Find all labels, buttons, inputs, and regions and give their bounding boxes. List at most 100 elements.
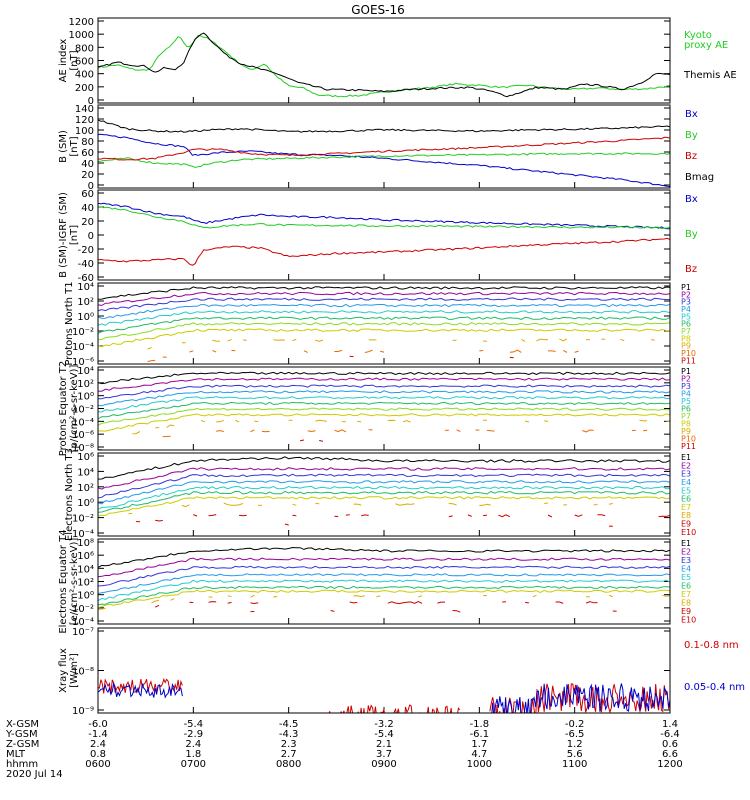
y-tick-label: -20 [78, 245, 94, 256]
channel-line-e9 [598, 515, 606, 516]
channel-line-e8 [533, 595, 537, 597]
channel-line-p10 [365, 350, 373, 352]
channel-line-e9 [437, 602, 445, 603]
y-tick-label: 10⁻² [72, 327, 94, 338]
channel-line-e9 [155, 605, 159, 607]
channel-line-e9 [498, 515, 509, 517]
y-tick-label: 60 [81, 189, 94, 200]
channel-line-p10 [457, 430, 461, 432]
channel-line-p9 [651, 340, 655, 341]
figure-title: GOES-16 [351, 3, 405, 17]
channel-line-e8 [609, 595, 613, 596]
channel-line-p10 [190, 351, 194, 352]
channel-line-p10 [334, 350, 342, 351]
channel-line-p10 [582, 430, 593, 432]
channel-line-p10 [643, 430, 647, 431]
panel-8: 10⁻⁷10⁻⁸10⁻⁹Xray flux[W/m²]0.1-0.8 nm0.0… [58, 627, 745, 729]
channel-line-e8 [662, 595, 670, 596]
channel-line-p9 [544, 421, 548, 422]
y-axis-label-unit: [e/(cm²-s-sr-keV)] [69, 538, 80, 626]
channel-line-p7 [98, 323, 670, 340]
channel-line-e9 [228, 602, 232, 603]
series-line-bx [98, 203, 670, 229]
channel-line-p9 [273, 340, 285, 341]
date-label: 2020 Jul 14 [6, 769, 63, 780]
y-axis-label-unit: [nT] [69, 50, 80, 70]
legend-entry: Bmag [685, 172, 714, 183]
legend-entry: By [685, 130, 698, 141]
channel-line-p8 [98, 414, 670, 431]
channel-line-e8 [418, 596, 422, 597]
y-axis-label-line: Protons Equator T2 [58, 361, 69, 457]
channel-line-e9 [209, 602, 217, 603]
channel-line-p10 [251, 430, 255, 432]
channel-line-e9 [350, 602, 358, 603]
legend-entry: Themis AE [683, 70, 737, 81]
panel-3: 6040200-20-40-60B (SM)-IGRF (SM)[nT]BxBy… [58, 189, 698, 284]
channel-line-e9 [449, 516, 453, 517]
x-axis-value: 0700 [181, 759, 206, 770]
channel-line-e8 [609, 504, 613, 505]
channel-line-e9 [193, 515, 197, 517]
channel-line-p9 [537, 339, 549, 341]
channel-line-e9 [659, 516, 670, 517]
panel-data [98, 548, 670, 613]
y-axis-label-line: Electrons Equator T4 [58, 529, 69, 633]
y-tick-label: 1200 [69, 17, 94, 28]
y-tick-label: 10⁻⁹ [72, 706, 94, 717]
y-axis-label-unit: [nT] [69, 136, 80, 156]
channel-line-e9 [155, 520, 163, 521]
x-axis-value: 0800 [276, 759, 301, 770]
y-tick-label: 10⁴ [77, 282, 94, 293]
panel-4: 10⁴10²10⁰10⁻²10⁻⁴10⁻⁶Protons North T1 P1P… [64, 281, 696, 372]
channel-line-p10 [262, 431, 270, 432]
y-tick-label: 10⁰ [77, 498, 94, 509]
channel-line-e9 [575, 515, 583, 517]
channel-line-p11 [300, 440, 304, 441]
channel-line-p9 [132, 432, 140, 434]
y-tick-label: 60 [81, 148, 94, 159]
channel-line-e1 [98, 548, 670, 568]
channel-line-e8 [395, 504, 414, 506]
channel-line-e8 [151, 600, 159, 603]
series-line-kyoto-proxy-ae [98, 35, 670, 97]
panel-frame [98, 367, 670, 450]
y-tick-label: 140 [75, 104, 94, 115]
series-line-by [98, 153, 670, 168]
legend-entry: 0.05-0.4 nm [684, 682, 745, 693]
channel-line-p10 [304, 351, 308, 353]
channel-line-e8 [293, 504, 297, 505]
y-tick-label: 20 [81, 170, 94, 181]
y-tick-label: 10⁴ [77, 467, 94, 478]
y-tick-label: 10⁻⁴ [72, 342, 94, 353]
channel-line-p9 [201, 420, 205, 422]
y-axis-label: Electrons Equator T4[e/(cm²-s-sr-keV)] [58, 529, 80, 633]
legend-entry: proxy AE [684, 40, 728, 51]
y-tick-label: 10⁻⁷ [72, 627, 94, 638]
y-tick-label: 10² [77, 297, 94, 308]
channel-line-e9 [251, 603, 259, 604]
y-axis-label: Xray flux[W/m²] [58, 648, 80, 693]
channel-line-e8 [251, 595, 255, 597]
legend-entry: Bx [685, 109, 698, 120]
channel-line-e10 [453, 611, 461, 613]
channel-line-p9 [167, 425, 175, 427]
y-tick-label: 40 [81, 203, 94, 214]
channel-line-p10 [563, 350, 567, 352]
y-tick-label: 100 [75, 126, 94, 137]
y-tick-label: 0 [88, 231, 94, 242]
channel-line-p10 [380, 351, 384, 352]
panel-2: 140120100806040200B (SM)[nT]BxByBzBmag [58, 104, 714, 192]
channel-line-e8 [182, 505, 190, 507]
panel-data [98, 372, 670, 449]
panel-1: 120010008006004002000AE index[nT]Kyotopr… [58, 17, 737, 107]
legend-entry: Bz [685, 264, 697, 275]
channel-line-p10 [212, 350, 216, 352]
y-tick-label: -40 [78, 259, 94, 270]
goes-summary-figure: GOES-16 120010008006004002000AE index[nT… [0, 0, 750, 800]
panel-frame [98, 190, 670, 280]
channel-line-e8 [354, 504, 362, 505]
y-tick-label: 120 [75, 115, 94, 126]
